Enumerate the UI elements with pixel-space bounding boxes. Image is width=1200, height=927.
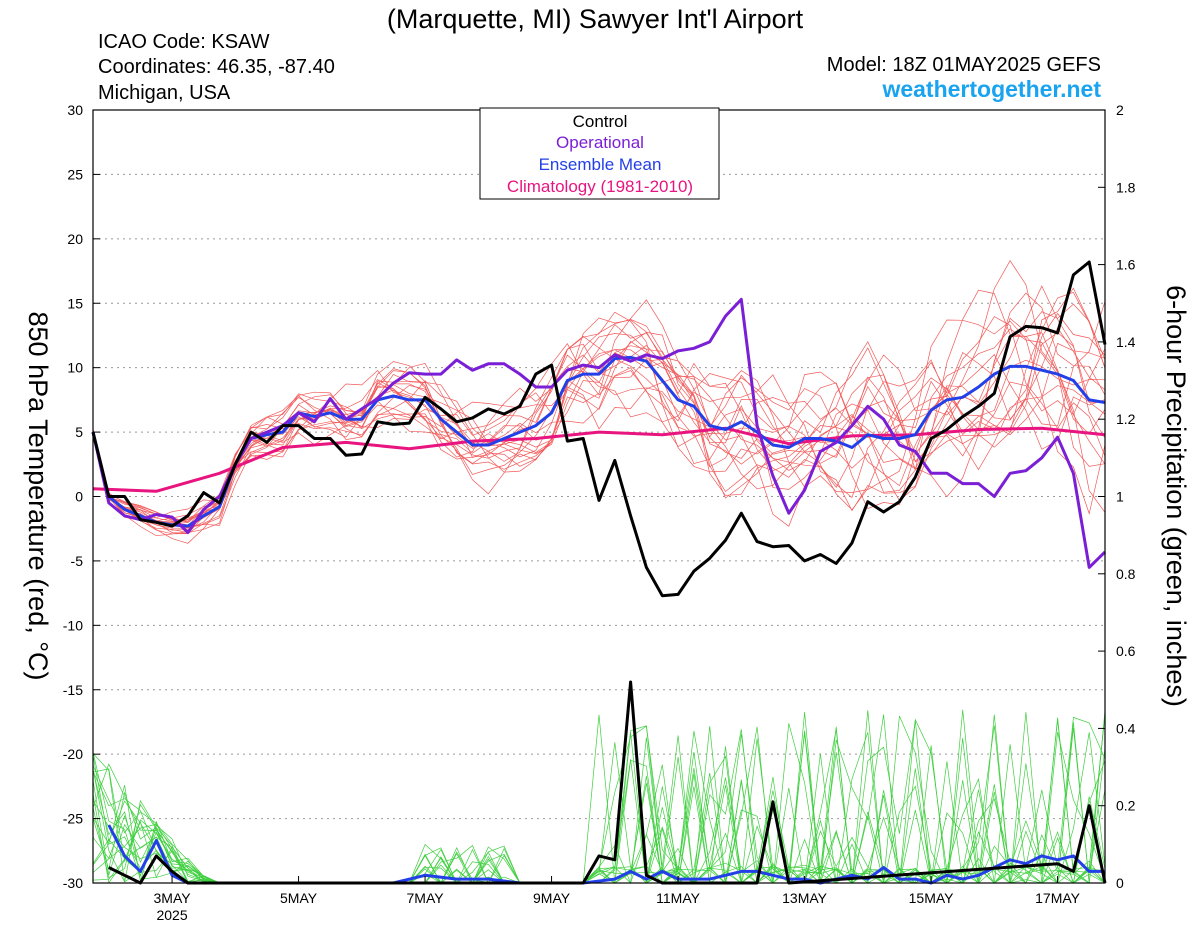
y-tick-label: 20 (67, 231, 83, 247)
y-tick-label: -20 (63, 746, 83, 762)
precip-member-line (92, 725, 1106, 884)
model-run: Model: 18Z 01MAY2025 GEFS (827, 54, 1101, 76)
legend-operational: Operational (556, 133, 644, 152)
icao-code: ICAO Code: KSAW (98, 31, 270, 53)
y2-tick-label: 1.4 (1116, 334, 1136, 350)
axis-ticks: 302520151050-5-10-15-20-25-3021.81.61.41… (63, 102, 1136, 923)
coordinates: Coordinates: 46.35, -87.40 (98, 56, 335, 78)
temp-member-line (92, 303, 1106, 527)
x-tick-label: 5MAY (280, 890, 318, 906)
y2-tick-label: 1 (1116, 489, 1124, 505)
region: Michigan, USA (98, 82, 231, 104)
temp-member-line (92, 285, 1106, 534)
x-tick-label: 11MAY (656, 890, 700, 906)
y-tick-label: 10 (67, 360, 83, 376)
temp-member-line (92, 316, 1106, 531)
temp-member-line (92, 291, 1106, 522)
temp-member-line (92, 328, 1106, 535)
y2-tick-label: 1.8 (1116, 179, 1136, 195)
temp-member-line (92, 289, 1106, 544)
y2-tick-label: 0.6 (1116, 643, 1136, 659)
x-tick-label: 3MAY (154, 890, 192, 906)
x-tick-label: 17MAY (1035, 890, 1081, 906)
precip-control-line (108, 680, 1107, 885)
legend-climatology: Climatology (1981-2010) (507, 177, 693, 196)
y-tick-label: -25 (63, 811, 83, 827)
x-tick-label: 9MAY (533, 890, 571, 906)
temp-ensemble-mean-line (91, 355, 1106, 528)
y-tick-label: -30 (63, 875, 83, 891)
temp-operational-line (91, 297, 1107, 569)
y-tick-label: -10 (63, 617, 83, 633)
y2-tick-label: 0.4 (1116, 720, 1136, 736)
x-tick-label: 7MAY (407, 890, 445, 906)
y-tick-label: 15 (67, 295, 83, 311)
precip-member-line (92, 723, 1105, 884)
y-axis-label-left: 850 hPa Temperature (red, °C) (23, 312, 53, 681)
temp-member-line (92, 332, 1106, 522)
temp-climatology-1981-2010-line (92, 426, 1106, 493)
temp-member-line (92, 260, 1106, 534)
y2-tick-label: 1.2 (1116, 411, 1136, 427)
precip-member-line (92, 725, 1106, 884)
temp-member-line (92, 287, 1106, 521)
y-tick-label: -5 (71, 553, 84, 569)
x-tick-year-label: 2025 (156, 907, 187, 923)
temp-member-line (92, 319, 1106, 537)
chart-title: (Marquette, MI) Sawyer Int'l Airport (387, 4, 804, 34)
y-tick-label: -15 (63, 682, 83, 698)
x-tick-label: 15MAY (909, 890, 955, 906)
y2-tick-label: 0.8 (1116, 566, 1136, 582)
temp-member-line (92, 332, 1106, 523)
y2-tick-label: 1.6 (1116, 257, 1136, 273)
temp-control-line (91, 260, 1107, 598)
legend-ensemble-mean: Ensemble Mean (539, 155, 662, 174)
y2-tick-label: 0 (1116, 875, 1124, 891)
site-link[interactable]: weathertogether.net (881, 76, 1101, 102)
legend-box (479, 107, 720, 200)
y-axis-label-right: 6-hour Precipitation (green, inches) (1161, 285, 1191, 707)
y-tick-label: 5 (75, 424, 83, 440)
y2-tick-label: 2 (1116, 102, 1124, 118)
temp-member-line (92, 292, 1106, 529)
legend-control: Control (573, 112, 628, 131)
y-tick-label: 0 (75, 489, 83, 505)
x-tick-label: 13MAY (782, 890, 828, 906)
y-tick-label: 30 (67, 102, 83, 118)
precip-member-line (92, 726, 1106, 885)
precip-member-line (92, 722, 1105, 884)
y2-tick-label: 0.2 (1116, 798, 1136, 814)
temperature-ensemble-members (92, 260, 1106, 544)
legend: Control Operational Ensemble Mean Climat… (479, 107, 720, 200)
temp-member-line (92, 324, 1106, 522)
chart-series (91, 260, 1107, 885)
y-tick-label: 25 (67, 166, 83, 182)
